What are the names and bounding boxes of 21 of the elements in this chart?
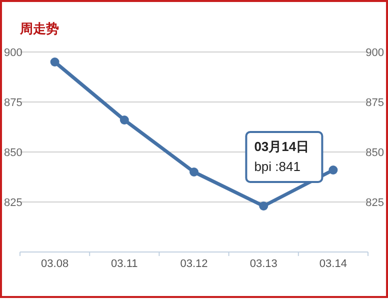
x-tick-label: 03.12	[180, 258, 208, 270]
point	[190, 168, 198, 176]
y2-tick-label: 900	[366, 47, 384, 59]
tooltip: 03月14日 bpi :841	[245, 131, 324, 183]
y-tick-label: 850	[4, 147, 22, 159]
y2-tick-label: 825	[366, 197, 384, 209]
point	[328, 166, 338, 174]
x-tick-label: 03.13	[250, 258, 278, 270]
point	[120, 116, 129, 124]
y2-tick-label: 850	[366, 147, 384, 159]
y-tick-label: 825	[4, 197, 22, 209]
x-tick-label: 03.11	[111, 258, 138, 270]
chart-title: 周走势	[19, 21, 59, 36]
y-tick-label: 875	[4, 97, 22, 109]
annotation: 03月14日 bpi :841	[254, 139, 310, 174]
x-tick-label: 03.14	[319, 258, 347, 270]
y2-tick-label: 875	[366, 97, 384, 109]
y-tick-label: 900	[4, 47, 22, 59]
x-tick-label: 03.08	[41, 258, 69, 270]
point	[50, 58, 60, 66]
point	[259, 202, 268, 210]
